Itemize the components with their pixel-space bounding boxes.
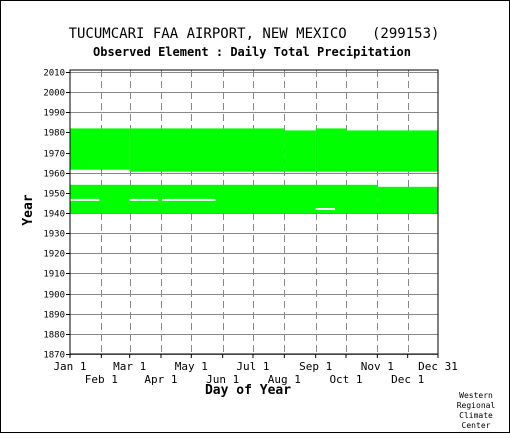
y-tick-label: 2010	[43, 69, 65, 79]
data-bar	[315, 128, 346, 172]
missing-data-line	[70, 198, 100, 201]
y-tick-label: 1970	[43, 150, 65, 160]
chart-subtitle: Observed Element : Daily Total Precipita…	[93, 45, 411, 59]
y-tick-label: 1910	[43, 270, 65, 280]
x-tick-label: Dec 31	[418, 360, 458, 373]
x-tick-label: Dec 1	[391, 373, 424, 386]
plot-frame	[69, 69, 439, 355]
x-axis: Jan 1 Mar 1 May 1 Jul 1 Sep 1 Nov 1 Dec 31 Feb …	[53, 354, 458, 386]
y-tick-label: 1880	[43, 331, 65, 341]
data-bar	[284, 130, 316, 172]
x-tick-label: Jun 1	[206, 373, 239, 386]
x-tick-label: Sep 1	[299, 360, 332, 373]
missing-data-line	[162, 198, 216, 201]
y-tick-label: 1890	[43, 311, 65, 321]
x-tick-label: Mar 1	[113, 360, 146, 373]
y-tick-label: 1870	[43, 351, 65, 361]
data-bar	[70, 128, 130, 170]
x-tick-label: Apr 1	[144, 373, 177, 386]
missing-data-line	[129, 198, 158, 201]
y-tick-label: 1940	[43, 210, 65, 220]
y-tick-label: 1950	[43, 190, 65, 200]
credit-line: Climate	[459, 411, 493, 420]
y-axis: 2010 2000 1990 1980 1970 1960 1950 1940 1930 1920…	[43, 69, 70, 361]
x-tick-label: May 1	[175, 360, 208, 373]
x-tick-label: Aug 1	[268, 373, 301, 386]
x-tick-label: Jul 1	[236, 360, 269, 373]
credit-line: Center	[462, 421, 491, 430]
missing-data-line	[315, 207, 335, 210]
y-tick-label: 2000	[43, 89, 65, 99]
x-tick-label: Feb 1	[85, 373, 118, 386]
y-tick-label: 1960	[43, 170, 65, 180]
x-axis-label: Day of Year	[205, 383, 291, 398]
y-tick-label: 1920	[43, 250, 65, 260]
y-tick-label: 1980	[43, 129, 65, 139]
credit-line: Western	[459, 391, 493, 400]
x-tick-label: Nov 1	[361, 360, 394, 373]
y-tick-label: 1990	[43, 109, 65, 119]
y-axis-label: Year	[21, 194, 36, 225]
x-tick-label: Jan 1	[53, 360, 86, 373]
x-tick-label: Oct 1	[329, 373, 362, 386]
y-tick-label: 1900	[43, 291, 65, 301]
data-bar	[377, 186, 438, 214]
credit-line: Regional	[457, 401, 496, 410]
data-bar	[129, 128, 285, 172]
y-tick-label: 1930	[43, 230, 65, 240]
chart-title: TUCUMCARI FAA AIRPORT, NEW MEXICO (29915…	[69, 26, 440, 42]
data-bar	[346, 130, 438, 172]
missing-data-lines	[70, 198, 335, 210]
